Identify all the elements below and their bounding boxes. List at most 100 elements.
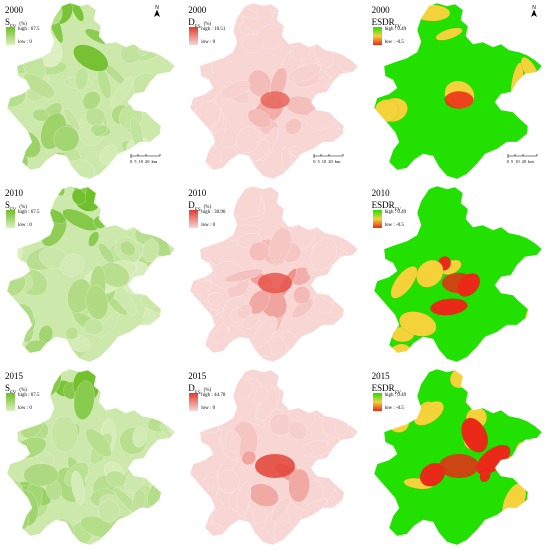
map-subregion (7, 143, 24, 166)
legend-low-label: low : 0 (201, 406, 216, 411)
map-subregion (333, 8, 359, 39)
map-subregion (142, 238, 159, 263)
legend-symbol: D (188, 200, 195, 210)
legend-low-label: low : 0 (18, 40, 32, 45)
map-subregion (152, 525, 175, 545)
map-subregion (310, 238, 338, 271)
urban-core (258, 272, 293, 294)
map-subregion (73, 380, 95, 420)
map-subregion (132, 426, 147, 448)
choropleth-map (189, 185, 359, 363)
legend-color-ramp (6, 393, 15, 411)
region-outline (373, 368, 543, 546)
legend-color-ramp (372, 27, 382, 45)
scale-tick-label: 5 (317, 159, 320, 164)
map-subregion (85, 428, 112, 458)
map-panel-2015-esdr: 2015 ESDRFV high : 0.49 low : -0.5 (367, 366, 550, 549)
map-subregion (156, 384, 175, 404)
legend-symbol: S (5, 200, 11, 210)
scale-tick-label: 5 (134, 159, 137, 164)
legend-title: ESDRFV (372, 383, 401, 396)
north-arrow-icon: N (527, 4, 541, 18)
scale-tick-label: 0 (130, 159, 133, 164)
legend-symbol: D (188, 17, 195, 27)
map-subregion (314, 369, 332, 386)
scale-unit: km (151, 159, 158, 164)
map-subregion (344, 122, 358, 152)
legend-high-label: high : 30.96 (201, 210, 226, 215)
legend-high-label: high : 10.51 (201, 27, 226, 32)
map-subregion (23, 463, 59, 487)
map-subregion (318, 195, 342, 225)
legend-high-label: high : 44.78 (201, 393, 226, 398)
legend-high-label: high : 67.5 (18, 27, 40, 32)
legend-high-label: high : 67.5 (18, 210, 40, 215)
legend-low-label: low : 0 (201, 40, 216, 45)
north-label: N (155, 5, 159, 11)
map-subregion (331, 82, 357, 114)
map-subregion (343, 20, 357, 37)
scale-tick-label: 5 (510, 159, 514, 164)
legend-unit: (%) (203, 22, 212, 27)
map-subregion (285, 118, 303, 135)
year-label: 2010 (5, 188, 23, 198)
map-subregion (350, 189, 359, 202)
legend-subscript: FV (394, 207, 402, 213)
scale-tick-label: 20 (145, 159, 150, 164)
map-subregion (201, 220, 213, 236)
map-subregion (312, 369, 330, 386)
map-subregion (288, 63, 322, 83)
map-subregion (413, 401, 444, 426)
scale-tick-label: 10 (138, 159, 144, 164)
scale-bar: 0 5 10 20 km (313, 152, 349, 166)
map-subregion (327, 378, 352, 405)
map-subregion (151, 505, 175, 532)
map-panel-2000-esdr: 2000 ESDRFV high : 0.49 low : -0.5 N 0 5 10 20 km (367, 0, 550, 183)
map-subregion (88, 231, 100, 247)
map-subregion (207, 292, 224, 306)
map-subregion (115, 339, 153, 362)
legend-low-label: low : -0.5 (384, 406, 404, 411)
legend-unit: (%) (19, 388, 27, 393)
year-label: 2000 (5, 5, 23, 15)
map-subregion (9, 227, 24, 263)
map-subregion (73, 44, 109, 72)
map-subregion (93, 124, 108, 137)
map-subregion (347, 394, 359, 411)
map-subregion (317, 345, 334, 362)
map-subregion (291, 193, 313, 221)
map-subregion (343, 500, 359, 518)
map-subregion (293, 286, 311, 304)
choropleth-map (189, 2, 359, 180)
scale-tick-label: 20 (521, 159, 527, 164)
map-subregion (236, 481, 252, 517)
region-outline (6, 185, 176, 363)
map-subregion (82, 91, 101, 110)
map-subregion (119, 240, 136, 257)
map-subregion (156, 371, 175, 399)
map-subregion (98, 312, 120, 338)
map-panel-2010-esdr: 2010 ESDRFV high : 0.49 low : -0.5 (367, 183, 550, 366)
urban-core (438, 454, 479, 478)
map-subregion (97, 499, 120, 523)
region-outline (189, 185, 359, 363)
map-subregion (479, 469, 491, 483)
north-arrow-icon: N (150, 4, 164, 18)
choropleth-map (189, 368, 359, 546)
legend-symbol: D (188, 383, 195, 393)
map-subregion (338, 80, 359, 112)
map-subregion (63, 108, 81, 131)
map-subregion (110, 76, 134, 108)
map-subregion (157, 369, 175, 390)
map-subregion (153, 84, 175, 103)
legend-color-ramp (189, 393, 199, 411)
map-subregion (190, 501, 204, 531)
map-subregion (342, 186, 359, 209)
legend-unit: (%) (203, 388, 212, 393)
map-subregion (271, 497, 291, 522)
map-subregion (151, 302, 175, 314)
map-subregion (7, 316, 22, 337)
region-outline (6, 2, 176, 180)
